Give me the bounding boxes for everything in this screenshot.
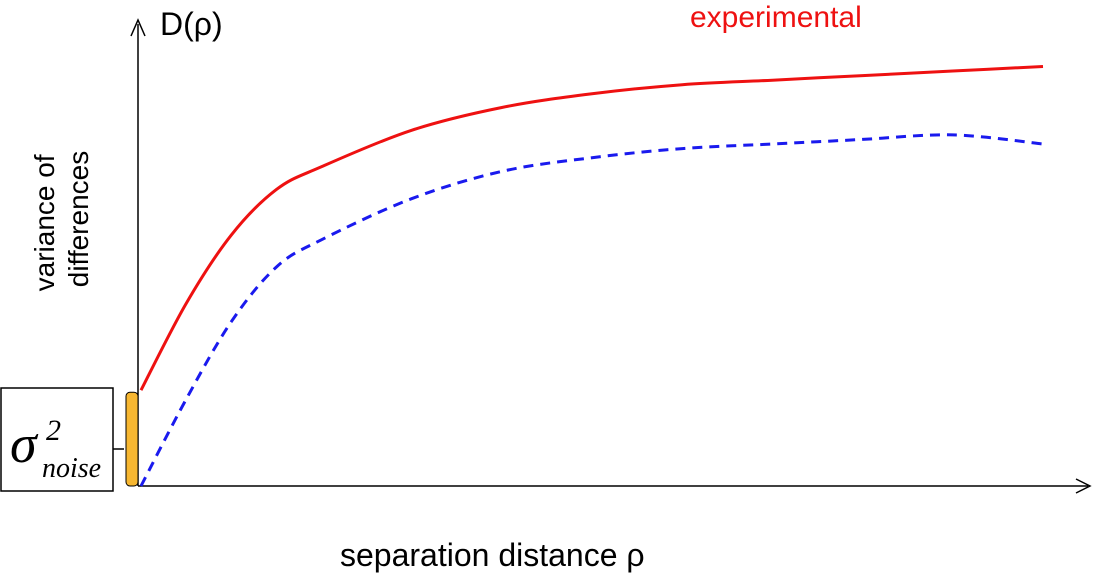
y-axis-arrow-icon [130,18,146,37]
nugget-subscript: noise [42,453,101,484]
nugget-label-box [0,387,114,492]
series-line-experimental [139,65,1044,391]
x-axis-label: separation distance ρ [340,537,645,573]
y-axis-top-label: D(ρ) [160,6,223,42]
x-axis-arrow-icon [1075,478,1092,494]
nugget-symbol: σ [10,414,39,474]
y-axis-side-label: variance of differences [29,147,94,292]
y-axis-side-label-line2: differences [63,151,94,287]
nugget-bar [125,391,139,487]
series-line-dashed-1 [139,133,1044,487]
series-layer [139,65,1044,487]
y-axis-side-label-line1: variance of [29,154,60,291]
nugget-superscript: 2 [46,414,61,447]
legend-experimental: experimental [690,1,862,34]
